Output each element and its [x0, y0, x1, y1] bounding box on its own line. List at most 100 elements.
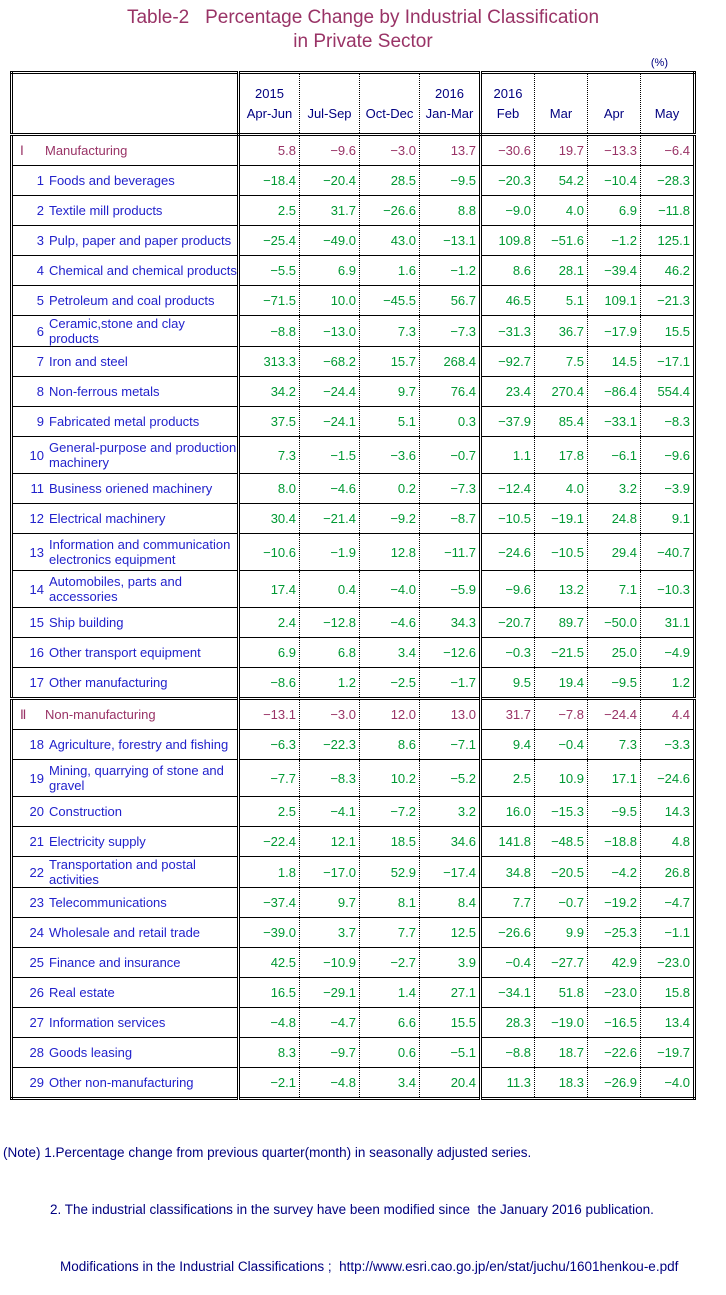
header-period: Jul-Sep [307, 105, 352, 121]
value-cell: −37.4 [238, 887, 300, 918]
row-number: 25 [29, 955, 44, 970]
value-cell: 109.8 [480, 225, 535, 256]
value-cell: −4.6 [299, 473, 360, 504]
value-cell: −24.1 [299, 406, 360, 437]
table-row: Ⅱ Non-manufacturing −13.1 −3.0 12.0 13.0 31.7−… [11, 698, 695, 730]
value-cell: −8.7 [419, 503, 482, 534]
header-period: Feb [496, 105, 520, 121]
value-cell: 30.4 [238, 503, 300, 534]
value-cell: 4.0 [534, 473, 588, 504]
table-row: 11 Business oriened machinery 8.0 −4.6 0.2 −7… [11, 473, 695, 504]
table-header: 2015 Apr-Jun Jul-Sep Oct-Dec 2016 Jan-Mar … [11, 72, 695, 136]
value-cell: −29.1 [299, 977, 360, 1008]
row-name: Ceramic,stone and clay products [49, 316, 185, 346]
value-cell: −1.5 [299, 436, 360, 474]
value-cell: −92.7 [480, 346, 535, 377]
row-number: 21 [29, 834, 44, 849]
value-cell: 25.0 [587, 637, 641, 668]
value-cell: −50.0 [587, 607, 641, 638]
value-cell: 85.4 [534, 406, 588, 437]
value-cell: −7.3 [419, 315, 482, 347]
value-cell: 7.7 [359, 917, 420, 948]
table-row: Ⅰ Manufacturing 5.8 −9.6 −3.0 13.7 −30.6 19.7 −1… [11, 134, 695, 166]
table-row: 7 Iron and steel 313.3 −68.2 15.7 268.4 −92.7 7… [11, 346, 695, 377]
value-cell: −6.3 [238, 729, 300, 760]
value-cell: 12.0 [359, 698, 420, 730]
value-cell: −5.1 [419, 1037, 482, 1068]
value-cell: 1.6 [359, 255, 420, 286]
row-label-cell: 8 Non-ferrous metals [11, 376, 240, 407]
value-cell: −0.4 [480, 947, 535, 978]
value-cell: −4.0 [359, 570, 420, 608]
value-cell: −12.8 [299, 607, 360, 638]
note-line-3: Modifications in the Industrial Classifi… [60, 1259, 679, 1274]
value-cell: −25.4 [238, 225, 300, 256]
value-cell: −4.9 [664, 645, 690, 660]
row-name: Goods leasing [49, 1045, 133, 1060]
row-number: 7 [36, 354, 44, 369]
header-period: Mar [549, 105, 573, 121]
header-year [535, 84, 587, 104]
value-cell: 37.5 [238, 406, 300, 437]
value-cell: −8.8 [480, 1037, 535, 1068]
value-cell: 18.5 [359, 826, 420, 857]
value-cell: −8.3 [299, 759, 360, 797]
value-cell: −24.6 [480, 533, 535, 571]
row-number: 1 [36, 173, 44, 188]
value-cell: −2.5 [359, 667, 420, 699]
value-cell: −4.1 [299, 796, 360, 827]
row-number: 18 [29, 737, 44, 752]
row-name: Information and communication electronic… [49, 537, 231, 567]
row-number: 29 [29, 1075, 44, 1090]
value-cell: 56.7 [419, 285, 482, 316]
value-cell: 19.7 [534, 134, 588, 166]
value-cell: −6.1 [587, 436, 641, 474]
value-cell: 34.8 [480, 856, 535, 888]
row-label-cell: 19 Mining, quarrying of stone and gravel [11, 759, 240, 797]
table-row: 26 Real estate 16.5 −29.1 1.4 27.1 −34.1 51.8 −2… [11, 977, 695, 1008]
value-cell: 9.9 [534, 917, 588, 948]
value-cell: −13.1 [419, 225, 482, 256]
table-row: 15 Ship building 2.4 −12.8 −4.6 34.3 −20.7 89.7… [11, 607, 695, 638]
table-row: 3 Pulp, paper and paper products −25.4 −49.… [11, 225, 695, 256]
value-cell: 8.6 [359, 729, 420, 760]
value-cell: 15.5 [419, 1007, 482, 1038]
value-cell: −23.0 [657, 955, 690, 970]
row-number: 20 [29, 804, 44, 819]
value-cell: −3.0 [299, 698, 360, 730]
value-cell: −22.6 [587, 1037, 641, 1068]
row-number: 15 [29, 615, 44, 630]
value-cell: 23.4 [480, 376, 535, 407]
row-name: Other transport equipment [49, 645, 201, 660]
row-label-cell: 7 Iron and steel [11, 346, 240, 377]
value-cell: 9.5 [480, 667, 535, 699]
value-cell: −13.1 [238, 698, 300, 730]
value-cell: −19.2 [587, 887, 641, 918]
value-cell: −9.6 [664, 447, 690, 463]
row-number: 14 [29, 581, 44, 597]
value-cell: 2.5 [238, 195, 300, 226]
header-year [641, 84, 693, 104]
value-cell: −22.4 [238, 826, 300, 857]
value-cell: −5.5 [238, 255, 300, 286]
value-cell: 9.1 [671, 511, 690, 526]
header-period: May [654, 105, 680, 121]
value-cell: 8.6 [480, 255, 535, 286]
value-cell: 51.8 [534, 977, 588, 1008]
row-number: 19 [29, 770, 44, 786]
value-cell: 28.1 [534, 255, 588, 286]
value-cell: 7.3 [238, 436, 300, 474]
value-cell: −3.0 [359, 134, 420, 166]
value-cell: 76.4 [419, 376, 482, 407]
value-cell: −20.4 [299, 165, 360, 196]
value-cell: −4.7 [664, 895, 690, 910]
value-cell: −27.7 [534, 947, 588, 978]
value-cell: 5.8 [238, 134, 300, 166]
value-cell: −1.2 [419, 255, 482, 286]
value-cell: 31.7 [480, 698, 535, 730]
value-cell: −10.5 [480, 503, 535, 534]
row-label-cell: 17 Other manufacturing [11, 667, 240, 699]
header-col-may: May [640, 72, 695, 136]
table-row: 2 Textile mill products 2.5 31.7 −26.6 8.8 −9.… [11, 195, 695, 226]
value-cell: 26.8 [664, 864, 690, 880]
